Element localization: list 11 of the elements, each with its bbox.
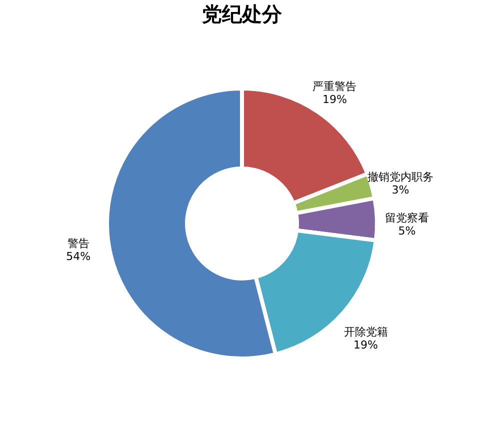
slice-label: 留党察看 [384,211,429,224]
slice-label: 撤销党内职务 [367,170,434,184]
slice-label: 严重警告 [312,80,357,94]
chart-title: 党纪处分 [201,2,283,26]
slice-label: 开除党籍 [344,326,388,339]
data-label: 5% [398,224,416,238]
data-label: 54% [66,250,91,264]
data-label: 3% [392,183,410,196]
data-label: 19% [354,338,378,352]
data-label: 19% [322,93,347,106]
slice-label: 警告 [67,237,90,250]
